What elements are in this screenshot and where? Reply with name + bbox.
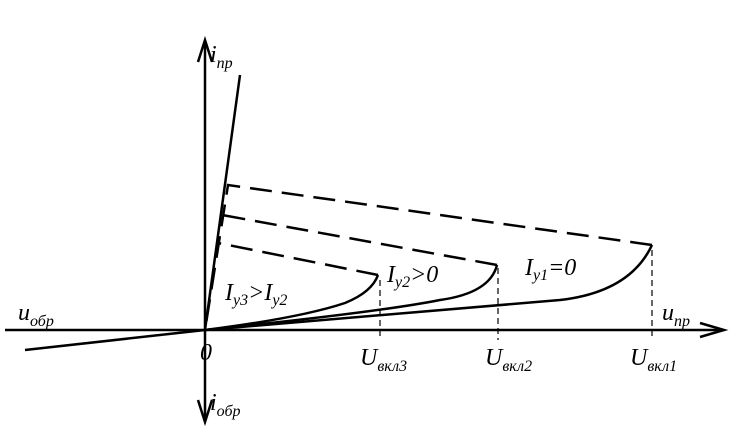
- label: uобр: [18, 300, 54, 330]
- dashed-2: [221, 213, 498, 267]
- arrow: [196, 399, 214, 427]
- dashed-1: [203, 183, 653, 331]
- voltage: Uвкл1: [630, 345, 677, 375]
- curve-label: Iy2>0: [386, 262, 438, 291]
- arrow: [196, 35, 214, 63]
- curve-label: Iy3>Iy2: [224, 280, 287, 309]
- arrow: [699, 321, 729, 339]
- origin: 0: [200, 340, 212, 366]
- curve-1: [204, 244, 654, 332]
- label: uпр: [662, 300, 690, 330]
- reverse-branch: [24, 328, 206, 352]
- curve-3: [204, 274, 380, 332]
- voltage: Uвкл3: [360, 345, 407, 375]
- curve-label: Iy1=0: [524, 255, 576, 284]
- label: iпр: [210, 42, 233, 72]
- dashed-3: [217, 241, 379, 277]
- voltage: Uвкл2: [485, 345, 532, 375]
- label: iобр: [210, 390, 241, 420]
- curve-2: [204, 264, 499, 332]
